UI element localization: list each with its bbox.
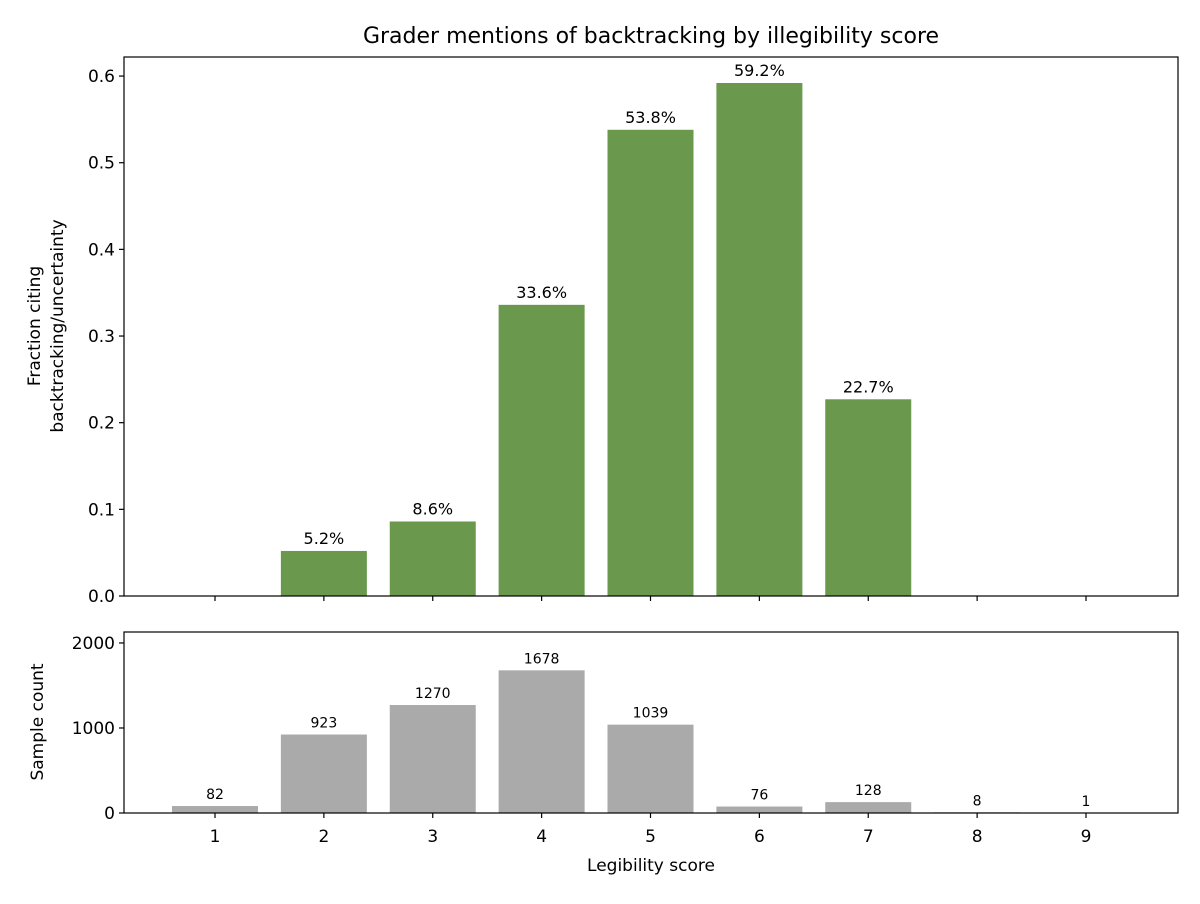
top-ylabel-line2: backtracking/uncertainty: [48, 219, 68, 432]
data-label-3: 1270: [415, 686, 451, 702]
data-label-9: 1: [1082, 794, 1091, 810]
data-label-8: 8: [973, 793, 982, 809]
data-label-6: 59.2%: [734, 61, 785, 80]
bar-2: [281, 735, 367, 813]
data-label-7: 22.7%: [843, 377, 894, 396]
bar-2: [281, 551, 367, 596]
x-tick-label-4: 4: [536, 827, 547, 847]
data-label-3: 8.6%: [412, 499, 453, 518]
y-tick-label: 0.0: [88, 587, 115, 607]
bottom-axes: 82 923 1270 1678 1039 76 128 8 1 0 1000 2000 1 2 3 4 5 6 7…: [72, 632, 1178, 847]
bar-7: [825, 802, 911, 813]
y-tick-label: 0: [104, 804, 115, 824]
x-tick-label-7: 7: [863, 827, 874, 847]
x-tick-label-6: 6: [754, 827, 765, 847]
x-tick-label-1: 1: [210, 827, 221, 847]
bar-5: [608, 725, 694, 813]
data-label-2: 5.2%: [304, 529, 345, 548]
y-tick-label: 0.3: [88, 327, 115, 347]
y-tick-label: 0.6: [88, 67, 115, 87]
x-tick-label-3: 3: [427, 827, 438, 847]
data-label-2: 923: [311, 716, 338, 732]
bar-3: [390, 705, 476, 813]
x-tick-label-9: 9: [1081, 827, 1092, 847]
y-tick-label: 0.5: [88, 154, 115, 174]
data-label-7: 128: [855, 783, 882, 799]
y-tick-label: 0.2: [88, 414, 115, 434]
bar-4: [499, 670, 585, 813]
data-label-1: 82: [206, 787, 224, 803]
y-tick-label: 0.4: [88, 240, 115, 260]
data-label-4: 1678: [524, 651, 560, 667]
data-label-4: 33.6%: [516, 283, 567, 302]
bar-6: [716, 83, 802, 596]
x-axis-label: Legibility score: [587, 856, 715, 876]
chart-title: Grader mentions of backtracking by illeg…: [363, 24, 939, 49]
x-tick-label-8: 8: [972, 827, 983, 847]
data-label-5: 53.8%: [625, 108, 676, 127]
bar-4: [499, 305, 585, 596]
top-axes: 5.2% 8.6% 33.6% 53.8% 59.2% 22.7% 0.0 0.1 0.2 0.3…: [88, 57, 1178, 607]
data-label-5: 1039: [633, 706, 669, 722]
y-tick-label: 0.1: [88, 500, 115, 520]
x-tick-label-2: 2: [318, 827, 329, 847]
bar-6: [716, 807, 802, 813]
bottom-ylabel: Sample count: [28, 663, 48, 780]
y-tick-label: 1000: [72, 719, 115, 739]
top-ylabel-line1: Fraction citing: [25, 266, 45, 386]
bar-1: [172, 806, 258, 813]
data-label-6: 76: [750, 788, 768, 804]
y-tick-label: 2000: [72, 634, 115, 654]
bar-5: [608, 130, 694, 596]
bar-3: [390, 521, 476, 596]
bar-7: [825, 399, 911, 596]
x-tick-label-5: 5: [645, 827, 656, 847]
